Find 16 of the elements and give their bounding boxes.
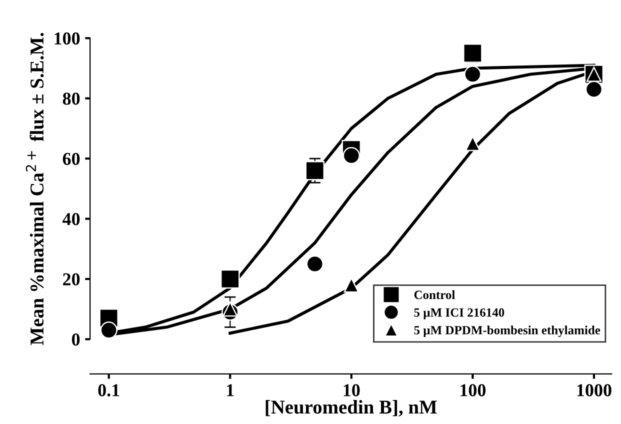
x-tick-label: 0.1 — [98, 384, 120, 396]
x-tick-label: 10 — [344, 384, 360, 396]
x-axis-title: [Neuromedin B], nM — [266, 400, 437, 417]
y-tick-label: 40 — [62, 213, 80, 226]
y-tick-label: 60 — [62, 152, 80, 166]
legend-label: 5 µM ICI 216140 — [414, 308, 504, 320]
x-tick-label: 1 — [227, 384, 234, 396]
y-tick-label: 20 — [63, 273, 80, 286]
x-tick-label: 100 — [460, 384, 486, 396]
y-tick-label: 100 — [54, 32, 80, 45]
y-tick-label: 80 — [62, 92, 80, 105]
legend-label: Control — [414, 290, 455, 300]
legend-label: 5 µM DPDM-bombesin ethylamide — [414, 326, 600, 337]
y-tick-label: 0 — [72, 333, 80, 346]
x-tick-label: 1000 — [577, 384, 612, 396]
y-axis-title: Mean %maximal Ca$^{2+}$ flux ± S.E.M. — [26, 32, 44, 346]
